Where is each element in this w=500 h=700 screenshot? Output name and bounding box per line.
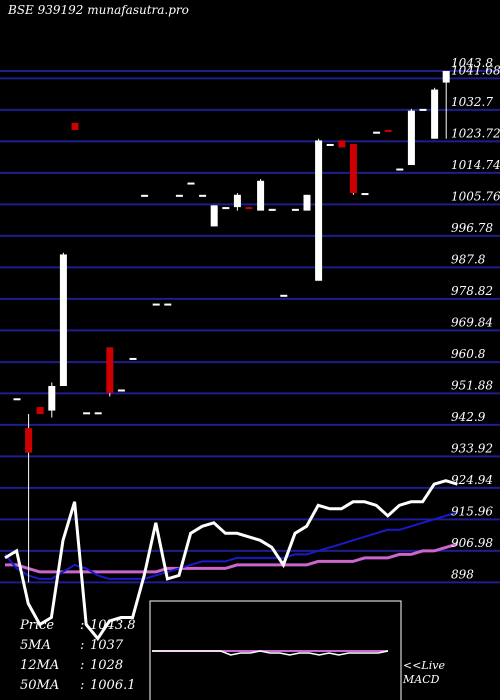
candle-body	[326, 143, 334, 146]
moving-averages	[4, 479, 458, 642]
candle-body	[396, 168, 404, 171]
candle-body	[373, 131, 381, 134]
y-tick-label: 960.8	[451, 347, 486, 361]
chart-title: BSE 939192 munafasutra.pro	[7, 3, 189, 17]
candle-body	[141, 194, 149, 197]
candle-body	[25, 428, 33, 453]
candle-body	[268, 208, 276, 211]
candle-body	[361, 193, 369, 196]
candle-body	[129, 357, 137, 360]
candle-body	[442, 71, 450, 83]
y-tick-label: 1005.76	[451, 189, 500, 203]
y-tick-label: 906.98	[451, 536, 493, 550]
y-tick-label: 933.92	[451, 441, 493, 455]
ma50-label: 50MA	[20, 678, 59, 693]
ma5-sep: :	[80, 638, 84, 653]
candle-body	[349, 143, 357, 194]
candle-body	[280, 294, 288, 297]
y-tick-label: 1032.7	[451, 95, 493, 109]
candle-body	[291, 208, 299, 211]
candle-body	[384, 129, 392, 132]
y-tick-label: 996.78	[451, 221, 493, 235]
macd-live-label: <<Live	[403, 659, 445, 672]
y-tick-label: 987.8	[451, 252, 486, 266]
grid-lines	[0, 70, 500, 584]
ma-fast-line	[4, 479, 458, 642]
ma5-label: 5MA	[20, 638, 51, 653]
candle-body	[431, 89, 439, 139]
candle-body	[106, 347, 114, 394]
ma5-value: 1037	[90, 638, 124, 653]
y-tick-label: 942.9	[451, 410, 486, 424]
y-tick-label: 969.84	[451, 315, 493, 329]
macd-label: MACD	[402, 673, 440, 686]
candle-body	[83, 412, 91, 415]
candle-body	[48, 386, 56, 411]
candle-body	[257, 180, 265, 211]
ma-slow-line	[5, 542, 458, 574]
candle-body	[407, 110, 415, 166]
ma50-sep: :	[80, 678, 84, 693]
candle-body	[303, 194, 311, 211]
candle-body	[233, 194, 241, 208]
candle-body	[175, 194, 183, 197]
ma12-sep: :	[80, 658, 84, 673]
candle-body	[164, 303, 172, 306]
y-tick-label: 1014.74	[451, 158, 500, 172]
candle-body	[71, 122, 79, 130]
y-tick-label: 1023.72	[451, 126, 500, 140]
y-tick-label: 1043.8	[451, 56, 493, 70]
price-label: Price	[19, 618, 54, 633]
candle-body	[199, 194, 207, 197]
ma-mid-line	[4, 511, 458, 580]
candle-body	[117, 389, 125, 392]
candle-body	[36, 407, 44, 415]
macd-lines	[152, 650, 389, 656]
candle-body	[315, 140, 323, 281]
macd-line	[152, 650, 389, 656]
price-value: 1043.8	[90, 618, 136, 633]
y-tick-label: 1041.68	[451, 63, 500, 77]
stats-block: Price : 1043.8 5MA : 1037 12MA : 1028 50…	[19, 618, 136, 693]
ma12-label: 12MA	[20, 658, 59, 673]
candle-body	[94, 412, 102, 415]
candle-body	[13, 398, 21, 401]
candle-body	[210, 205, 218, 227]
y-tick-label: 978.82	[451, 284, 493, 298]
macd-panel	[149, 600, 402, 700]
price-sep: :	[80, 618, 84, 633]
candle-body	[338, 140, 346, 148]
ma50-value: 1006.1	[90, 678, 136, 693]
y-tick-label: 951.88	[451, 378, 493, 392]
candle-body	[419, 108, 427, 111]
y-tick-label: 915.96	[451, 504, 493, 518]
candle-body	[245, 207, 253, 210]
candle-body	[152, 303, 160, 306]
y-tick-label: 924.94	[451, 473, 493, 487]
y-tick-label: 898	[451, 567, 474, 581]
candle-body	[59, 254, 67, 386]
candle-body	[187, 182, 195, 185]
candles	[13, 71, 450, 583]
ma12-value: 1028	[90, 658, 123, 673]
candle-body	[222, 207, 230, 210]
